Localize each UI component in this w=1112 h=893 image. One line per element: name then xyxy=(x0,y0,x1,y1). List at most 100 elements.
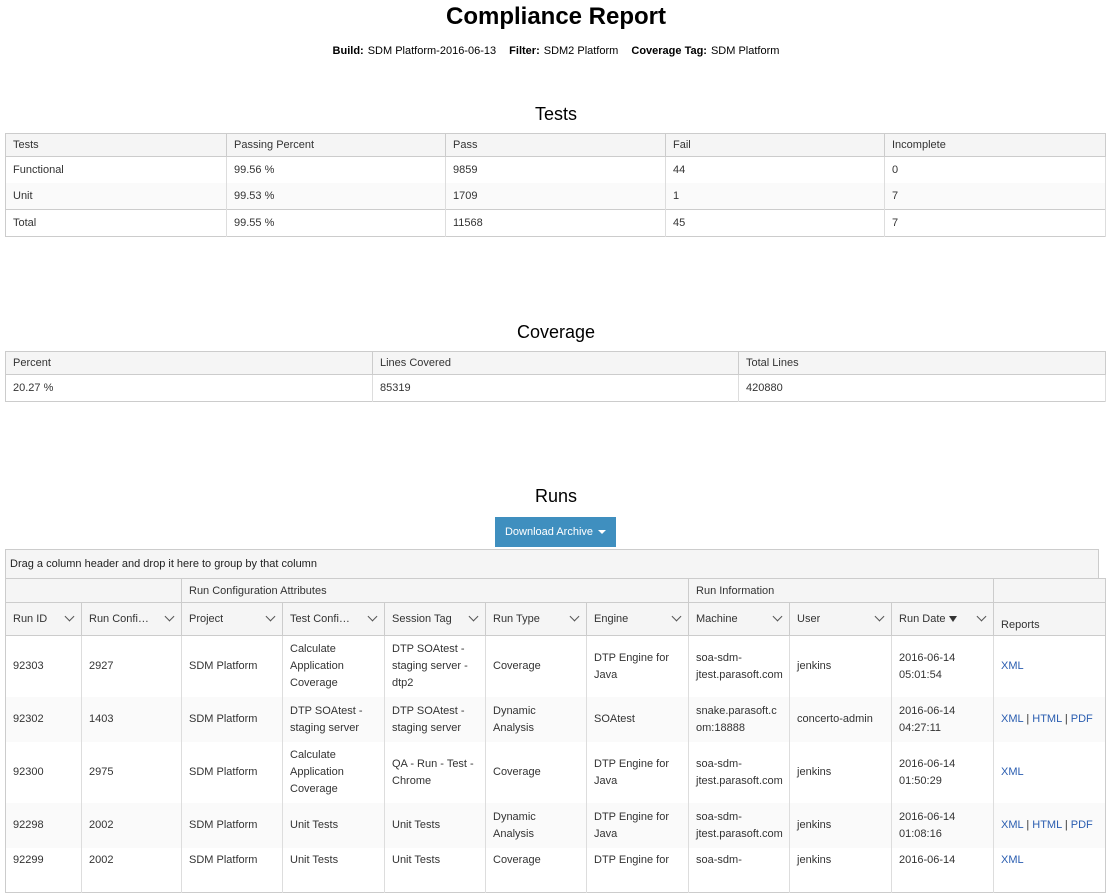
table-cell: 20.27 % xyxy=(5,374,373,402)
cell-user: concerto-admin xyxy=(789,697,893,742)
cell-run-id: 92303 xyxy=(5,635,82,697)
col-label: Machine xyxy=(696,613,738,626)
table-cell: 45 xyxy=(665,209,885,237)
chevron-down-icon[interactable] xyxy=(671,611,682,622)
download-archive-label: Download Archive xyxy=(504,526,594,538)
table-cell: 1709 xyxy=(445,183,666,210)
col-user[interactable]: User xyxy=(789,602,893,636)
filter-label: Filter: xyxy=(509,45,540,57)
table-cell: 9859 xyxy=(445,156,666,183)
table-cell: 99.53 % xyxy=(226,183,446,210)
cell-run-config: 1403 xyxy=(81,697,182,742)
table-cell: Unit xyxy=(5,183,227,210)
cell-run-config: 2927 xyxy=(81,635,182,697)
col-project[interactable]: Project xyxy=(181,602,283,636)
cell-session-tag: DTP SOAtest - staging server - dtp2 xyxy=(384,635,486,697)
separator: | xyxy=(1064,819,1068,831)
build-label: Build: xyxy=(332,45,364,57)
table-row[interactable]: 92299 2002 SDM Platform Unit Tests Unit … xyxy=(5,848,1106,893)
caret-down-icon xyxy=(598,530,607,535)
report-meta: Build: SDM Platform-2016-06-13 Filter: SDM… xyxy=(0,45,1112,57)
xml-report-link[interactable]: XML xyxy=(1001,854,1024,866)
group-drop-area[interactable]: Drag a column header and drop it here to… xyxy=(5,549,1099,578)
pdf-report-link[interactable]: PDF xyxy=(1070,819,1093,831)
col-label: Run Date xyxy=(899,613,946,626)
table-row[interactable]: 92300 2975 SDM Platform Calculate Applic… xyxy=(5,742,1106,803)
tests-col-fail: Fail xyxy=(665,133,885,157)
col-machine[interactable]: Machine xyxy=(688,602,791,636)
col-run-type[interactable]: Run Type xyxy=(485,602,587,636)
cell-project: SDM Platform xyxy=(181,635,283,697)
cell-test-config: Calculate Application Coverage xyxy=(282,742,385,803)
chevron-down-icon[interactable] xyxy=(265,611,276,622)
table-cell: 11568 xyxy=(445,209,666,237)
cell-run-date: 2016-06-14 04:27:11 xyxy=(891,697,995,742)
table-row[interactable]: 92302 1403 SDM Platform DTP SOAtest - st… xyxy=(5,697,1106,742)
col-engine[interactable]: Engine xyxy=(586,602,690,636)
cell-engine: DTP Engine for xyxy=(586,848,690,893)
tests-heading: Tests xyxy=(534,104,577,124)
table-cell: Functional xyxy=(5,156,227,183)
xml-report-link[interactable]: XML xyxy=(1001,766,1024,778)
table-cell: 420880 xyxy=(738,374,1106,402)
html-report-link[interactable]: HTML xyxy=(1032,713,1062,725)
cell-session-tag: Unit Tests xyxy=(384,848,486,893)
cell-reports: XML | HTML | PDF xyxy=(993,803,1106,848)
col-label: User xyxy=(797,613,821,626)
cell-project: SDM Platform xyxy=(181,803,283,848)
chevron-down-icon[interactable] xyxy=(367,611,378,622)
cell-run-date: 2016-06-14 01:08:16 xyxy=(891,803,995,848)
chevron-down-icon[interactable] xyxy=(976,611,987,622)
table-row[interactable]: 92303 2927 SDM Platform Calculate Applic… xyxy=(5,635,1106,698)
chevron-down-icon[interactable] xyxy=(468,611,479,622)
coverage-col-percent: Percent xyxy=(5,351,373,375)
download-archive-button[interactable]: Download Archive xyxy=(495,517,616,547)
col-run-config[interactable]: Run Confi… xyxy=(81,602,182,636)
col-reports: Reports xyxy=(993,602,1106,636)
cell-project: SDM Platform xyxy=(181,697,283,742)
col-run-id[interactable]: Run ID xyxy=(5,602,82,636)
pdf-report-link[interactable]: PDF xyxy=(1070,713,1093,725)
col-session-tag[interactable]: Session Tag xyxy=(384,602,486,636)
chevron-down-icon[interactable] xyxy=(569,611,580,622)
cell-run-date: 2016-06-14 01:50:29 xyxy=(891,742,995,803)
cell-engine: SOAtest xyxy=(586,697,690,742)
group-header-run-config: Run Configuration Attributes xyxy=(181,578,690,603)
chevron-down-icon[interactable] xyxy=(772,611,783,622)
xml-report-link[interactable]: XML xyxy=(1001,713,1024,725)
cell-session-tag: QA - Run - Test - Chrome xyxy=(384,742,486,803)
cell-reports: XML | HTML | PDF xyxy=(993,697,1106,742)
cell-test-config: Unit Tests xyxy=(282,803,385,848)
table-cell: Total xyxy=(5,209,227,237)
tests-col-incomplete: Incomplete xyxy=(884,133,1106,157)
runs-grid: Run Configuration Attributes Run Informa… xyxy=(5,578,1107,893)
table-cell: 1 xyxy=(665,183,885,210)
col-label: Reports xyxy=(1001,619,1040,631)
cell-session-tag: Unit Tests xyxy=(384,803,486,848)
col-test-config[interactable]: Test Confi… xyxy=(282,602,385,636)
cell-run-date: 2016-06-14 xyxy=(891,848,995,893)
sort-descending-icon xyxy=(948,616,957,623)
cell-run-type: Dynamic Analysis xyxy=(485,697,587,742)
col-label: Session Tag xyxy=(392,613,452,626)
table-cell: 85319 xyxy=(372,374,739,402)
col-run-date[interactable]: Run Date xyxy=(891,602,995,636)
col-label: Run Type xyxy=(493,613,540,626)
group-header-reports-empty xyxy=(993,578,1106,603)
table-row[interactable]: 92298 2002 SDM Platform Unit Tests Unit … xyxy=(5,803,1106,848)
coverage-heading: Coverage xyxy=(516,322,596,342)
tests-table: Tests Passing Percent Pass Fail Incomple… xyxy=(5,133,1106,237)
cell-reports: XML xyxy=(994,636,1106,698)
cell-run-id: 92302 xyxy=(5,697,82,742)
table-cell: 99.56 % xyxy=(226,156,446,183)
html-report-link[interactable]: HTML xyxy=(1032,819,1062,831)
col-label: Project xyxy=(189,613,224,626)
xml-report-link[interactable]: XML xyxy=(1001,819,1024,831)
cell-engine: DTP Engine for Java xyxy=(586,635,690,697)
xml-report-link[interactable]: XML xyxy=(1001,660,1024,672)
chevron-down-icon[interactable] xyxy=(164,611,175,622)
cell-machine: snake.parasoft.com:18888 xyxy=(688,697,791,742)
chevron-down-icon[interactable] xyxy=(64,611,75,622)
chevron-down-icon[interactable] xyxy=(874,611,885,622)
build-value: SDM Platform-2016-06-13 xyxy=(367,45,497,57)
